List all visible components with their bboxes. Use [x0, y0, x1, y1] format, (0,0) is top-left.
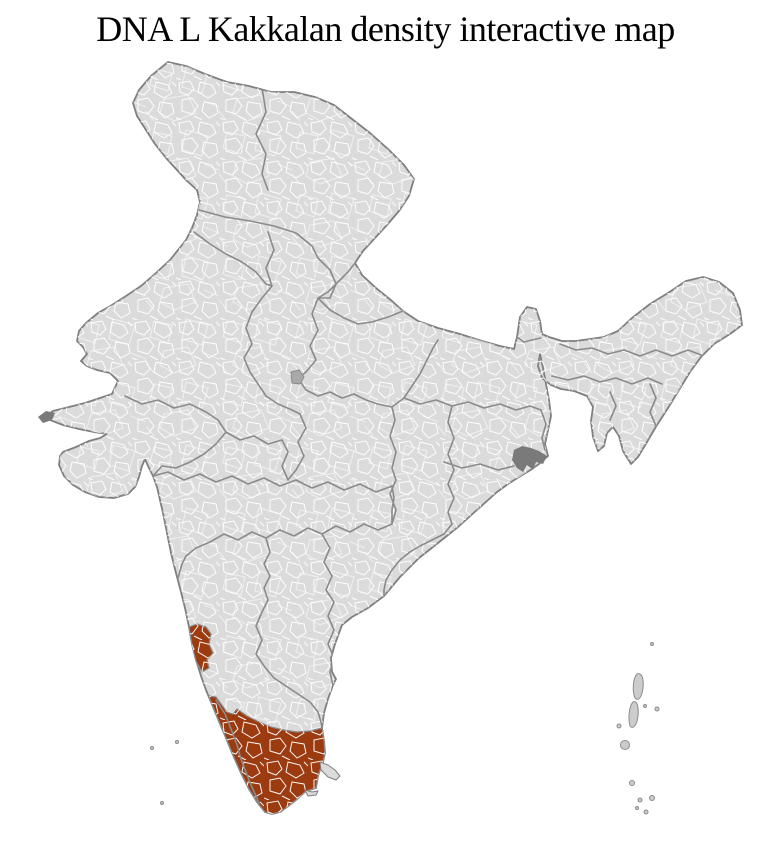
coastal-delta-promontory[interactable] — [319, 761, 341, 781]
lakshadweep-islands[interactable] — [150, 740, 179, 805]
state-border-kerala-tamilnadu — [215, 699, 260, 804]
map-title: DNA L Kakkalan density interactive map — [96, 9, 675, 49]
state-borders — [124, 87, 731, 729]
rann-of-kutch-creek — [38, 411, 55, 423]
district-borders-texture-coarse — [46, 62, 742, 814]
sundarbans-delta — [512, 446, 547, 472]
delhi-region[interactable] — [290, 369, 305, 385]
state-borders-layer — [124, 87, 731, 729]
andaman-nicobar-islands[interactable] — [616, 642, 660, 815]
rameswaram-spit[interactable] — [304, 789, 319, 797]
